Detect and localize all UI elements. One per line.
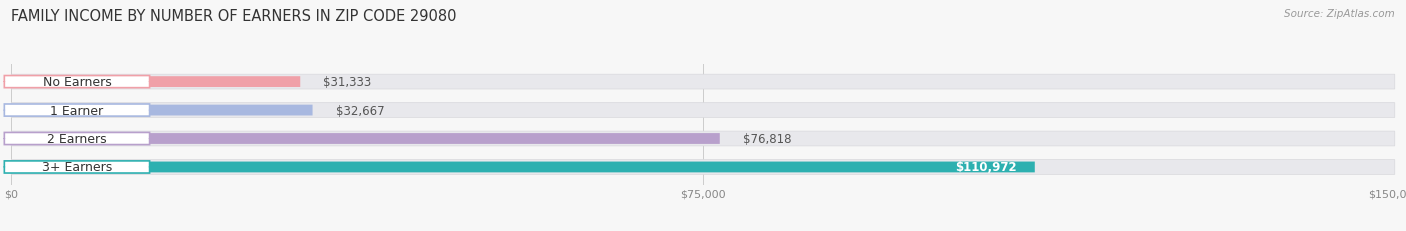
Text: No Earners: No Earners bbox=[42, 76, 111, 89]
FancyBboxPatch shape bbox=[4, 161, 149, 173]
FancyBboxPatch shape bbox=[4, 133, 149, 145]
FancyBboxPatch shape bbox=[11, 103, 1395, 118]
FancyBboxPatch shape bbox=[11, 105, 312, 116]
Text: Source: ZipAtlas.com: Source: ZipAtlas.com bbox=[1284, 9, 1395, 19]
Text: 3+ Earners: 3+ Earners bbox=[42, 161, 112, 174]
Text: $32,667: $32,667 bbox=[336, 104, 384, 117]
FancyBboxPatch shape bbox=[11, 162, 1035, 173]
FancyBboxPatch shape bbox=[11, 160, 1395, 175]
FancyBboxPatch shape bbox=[11, 131, 1395, 146]
Text: $76,818: $76,818 bbox=[742, 132, 792, 145]
Text: $31,333: $31,333 bbox=[323, 76, 371, 89]
FancyBboxPatch shape bbox=[11, 77, 301, 88]
Text: 1 Earner: 1 Earner bbox=[51, 104, 104, 117]
FancyBboxPatch shape bbox=[4, 105, 149, 117]
Text: FAMILY INCOME BY NUMBER OF EARNERS IN ZIP CODE 29080: FAMILY INCOME BY NUMBER OF EARNERS IN ZI… bbox=[11, 9, 457, 24]
FancyBboxPatch shape bbox=[11, 134, 720, 144]
Text: 2 Earners: 2 Earners bbox=[48, 132, 107, 145]
FancyBboxPatch shape bbox=[4, 76, 149, 88]
FancyBboxPatch shape bbox=[11, 75, 1395, 90]
Text: $110,972: $110,972 bbox=[955, 161, 1017, 174]
